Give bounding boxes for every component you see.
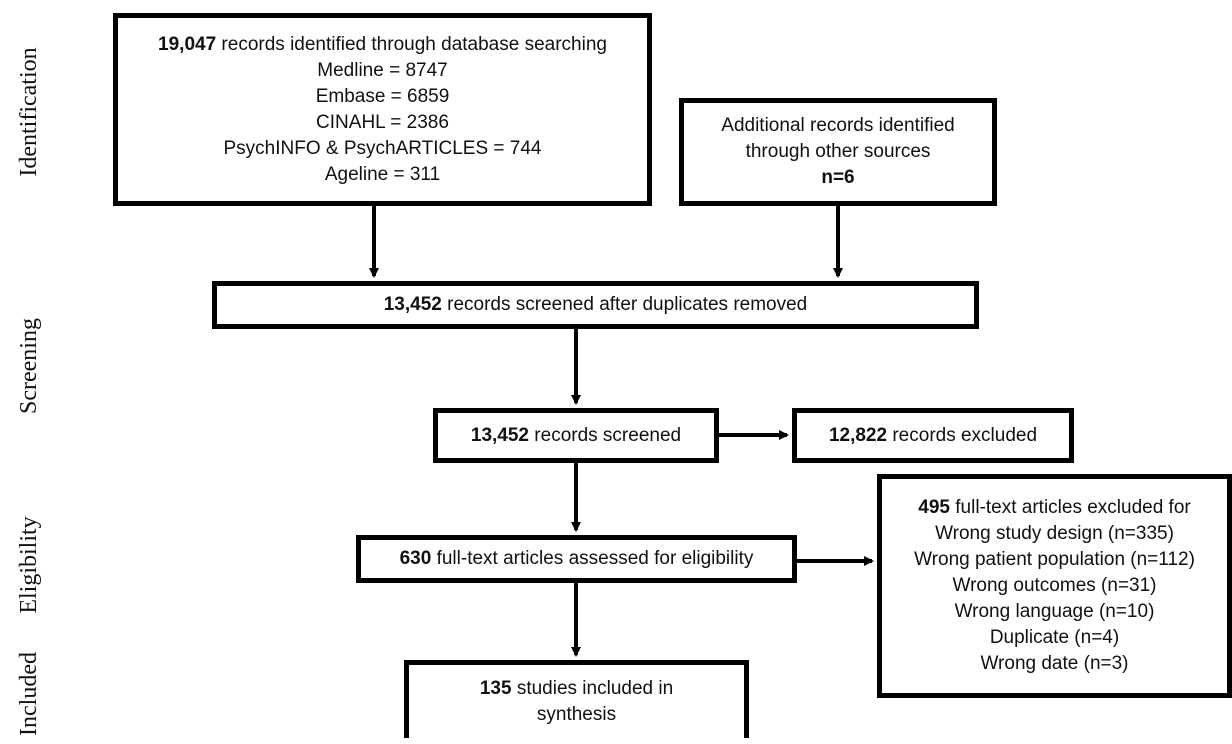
dedup-box: 13,452 records screened after duplicates…	[212, 281, 979, 329]
database-search-box: 19,047 records identified through databa…	[113, 13, 652, 206]
included-line1: 135 studies included in	[479, 677, 674, 699]
excluded-text: 12,822 records excluded	[828, 424, 1038, 446]
reason-study-design: Wrong study design (n=335)	[935, 523, 1174, 544]
screened-text: 13,452 records screened	[470, 424, 682, 446]
reason-outcomes: Wrong outcomes (n=31)	[952, 575, 1157, 596]
excluded-box: 12,822 records excluded	[792, 408, 1074, 463]
screened-box: 13,452 records screened	[433, 408, 719, 463]
included-line2: synthesis	[536, 703, 617, 725]
database-total: 19,047 records identified through databa…	[158, 33, 607, 55]
reason-date: Wrong date (n=3)	[980, 653, 1129, 674]
other-sources-line2: through other sources	[745, 141, 931, 162]
database-cinahl: CINAHL = 2386	[316, 111, 449, 133]
other-sources-count: n=6	[821, 167, 855, 188]
fulltext-excluded-box: 495 full-text articles excluded for Wron…	[877, 474, 1232, 698]
database-psychinfo: PsychINFO & PsychARTICLES = 744	[223, 137, 542, 159]
other-sources-box: Additional records identified through ot…	[679, 98, 997, 206]
database-embase: Embase = 6859	[315, 85, 450, 107]
included-box: 135 studies included in synthesis	[404, 660, 749, 738]
fulltext-text: 630 full-text articles assessed for elig…	[399, 548, 754, 569]
database-ageline: Ageline = 311	[324, 163, 441, 185]
reason-duplicate: Duplicate (n=4)	[989, 627, 1120, 648]
reason-language: Wrong language (n=10)	[954, 601, 1155, 622]
reason-patient-population: Wrong patient population (n=112)	[914, 549, 1195, 570]
database-medline: Medline = 8747	[317, 59, 448, 81]
dedup-text: 13,452 records screened after duplicates…	[383, 294, 808, 315]
other-sources-line1: Additional records identified	[721, 115, 955, 136]
fulltext-excluded-total: 495 full-text articles excluded for	[918, 497, 1191, 518]
fulltext-box: 630 full-text articles assessed for elig…	[356, 535, 797, 583]
